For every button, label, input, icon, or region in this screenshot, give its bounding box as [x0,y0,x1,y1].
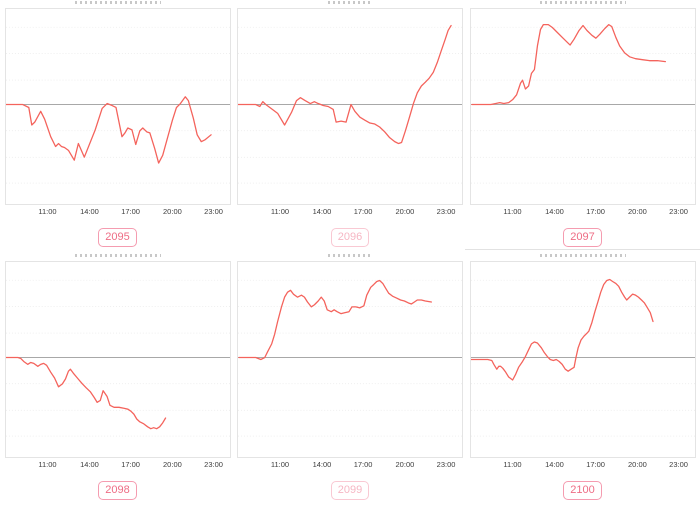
x-axis-ticks: 11:00 14:00 17:00 20:00 23:00 [470,207,696,220]
chart-id-badge[interactable]: 2095 [98,228,137,247]
x-tick-label: 11:00 [270,207,290,216]
x-tick-label: 11:00 [270,460,290,469]
x-tick-label: 23:00 [669,460,688,469]
badge-row: 2100 [563,480,602,500]
x-tick-label: 23:00 [436,207,456,216]
x-tick-label: 14:00 [312,207,332,216]
sparkline-chart [470,9,695,204]
x-axis-ticks: 11:00 14:00 17:00 20:00 23:00 [5,207,231,220]
x-tick-label: 17:00 [353,207,373,216]
chart-panel-2098: 11:00 14:00 17:00 20:00 23:00 2098 [0,253,235,506]
chart-frame [469,8,696,205]
sparkline-chart [238,262,462,457]
clipped-chart-title [74,254,161,257]
x-tick-label: 23:00 [436,460,456,469]
x-tick-label: 17:00 [121,207,140,216]
chart-frame [237,8,463,205]
x-axis-ticks: 11:00 14:00 17:00 20:00 23:00 [237,207,463,220]
x-tick-label: 17:00 [586,460,605,469]
badge-row: 2097 [563,227,602,247]
chart-frame [237,261,463,458]
chart-id-badge[interactable]: 2098 [98,481,137,500]
x-tick-label: 14:00 [80,207,99,216]
x-tick-label: 17:00 [353,460,373,469]
x-tick-label: 23:00 [669,207,688,216]
chart-panel-2096: 11:00 14:00 17:00 20:00 23:00 2096 [235,0,465,253]
x-tick-label: 20:00 [163,460,182,469]
chart-panel-2095: 11:00 14:00 17:00 20:00 23:00 2095 [0,0,235,253]
x-tick-label: 23:00 [204,207,223,216]
x-tick-label: 14:00 [545,207,564,216]
chart-frame [4,8,231,205]
chart-frame [469,261,696,458]
x-tick-label: 11:00 [503,207,522,216]
x-tick-label: 20:00 [395,460,415,469]
x-tick-label: 17:00 [586,207,605,216]
x-tick-label: 23:00 [204,460,223,469]
x-axis-ticks: 11:00 14:00 17:00 20:00 23:00 [237,460,463,473]
x-tick-label: 14:00 [545,460,564,469]
clipped-chart-title [539,1,626,4]
x-axis-ticks: 11:00 14:00 17:00 20:00 23:00 [5,460,231,473]
sparkline-chart [4,9,230,204]
x-tick-label: 17:00 [121,460,140,469]
chart-panel-2100: 11:00 14:00 17:00 20:00 23:00 2100 [465,249,700,506]
x-tick-label: 20:00 [628,207,647,216]
x-tick-label: 11:00 [503,460,522,469]
chart-id-badge[interactable]: 2099 [330,481,370,500]
badge-row: 2098 [98,480,137,500]
clipped-chart-title [539,254,626,257]
badge-row: 2096 [330,227,370,247]
clipped-chart-title [328,1,372,4]
clipped-chart-title [328,254,372,257]
badge-row: 2095 [98,227,137,247]
x-tick-label: 20:00 [163,207,182,216]
chart-id-badge[interactable]: 2096 [330,228,370,247]
column-divider [465,249,700,250]
sparkline-chart [237,9,462,204]
chart-panel-2099: 11:00 14:00 17:00 20:00 23:00 2099 [235,253,465,506]
badge-row: 2099 [330,480,370,500]
x-tick-label: 14:00 [312,460,332,469]
x-tick-label: 11:00 [38,207,57,216]
chart-frame [4,261,231,458]
x-tick-label: 11:00 [38,460,57,469]
chart-panel-2097: 11:00 14:00 17:00 20:00 23:00 2097 [465,0,700,253]
chart-id-badge[interactable]: 2100 [563,481,602,500]
sparkline-chart [469,262,695,457]
clipped-chart-title [74,1,161,4]
x-axis-ticks: 11:00 14:00 17:00 20:00 23:00 [470,460,696,473]
x-tick-label: 14:00 [80,460,99,469]
x-tick-label: 20:00 [628,460,647,469]
chart-id-badge[interactable]: 2097 [563,228,602,247]
sparkline-chart [4,262,230,457]
x-tick-label: 20:00 [395,207,415,216]
